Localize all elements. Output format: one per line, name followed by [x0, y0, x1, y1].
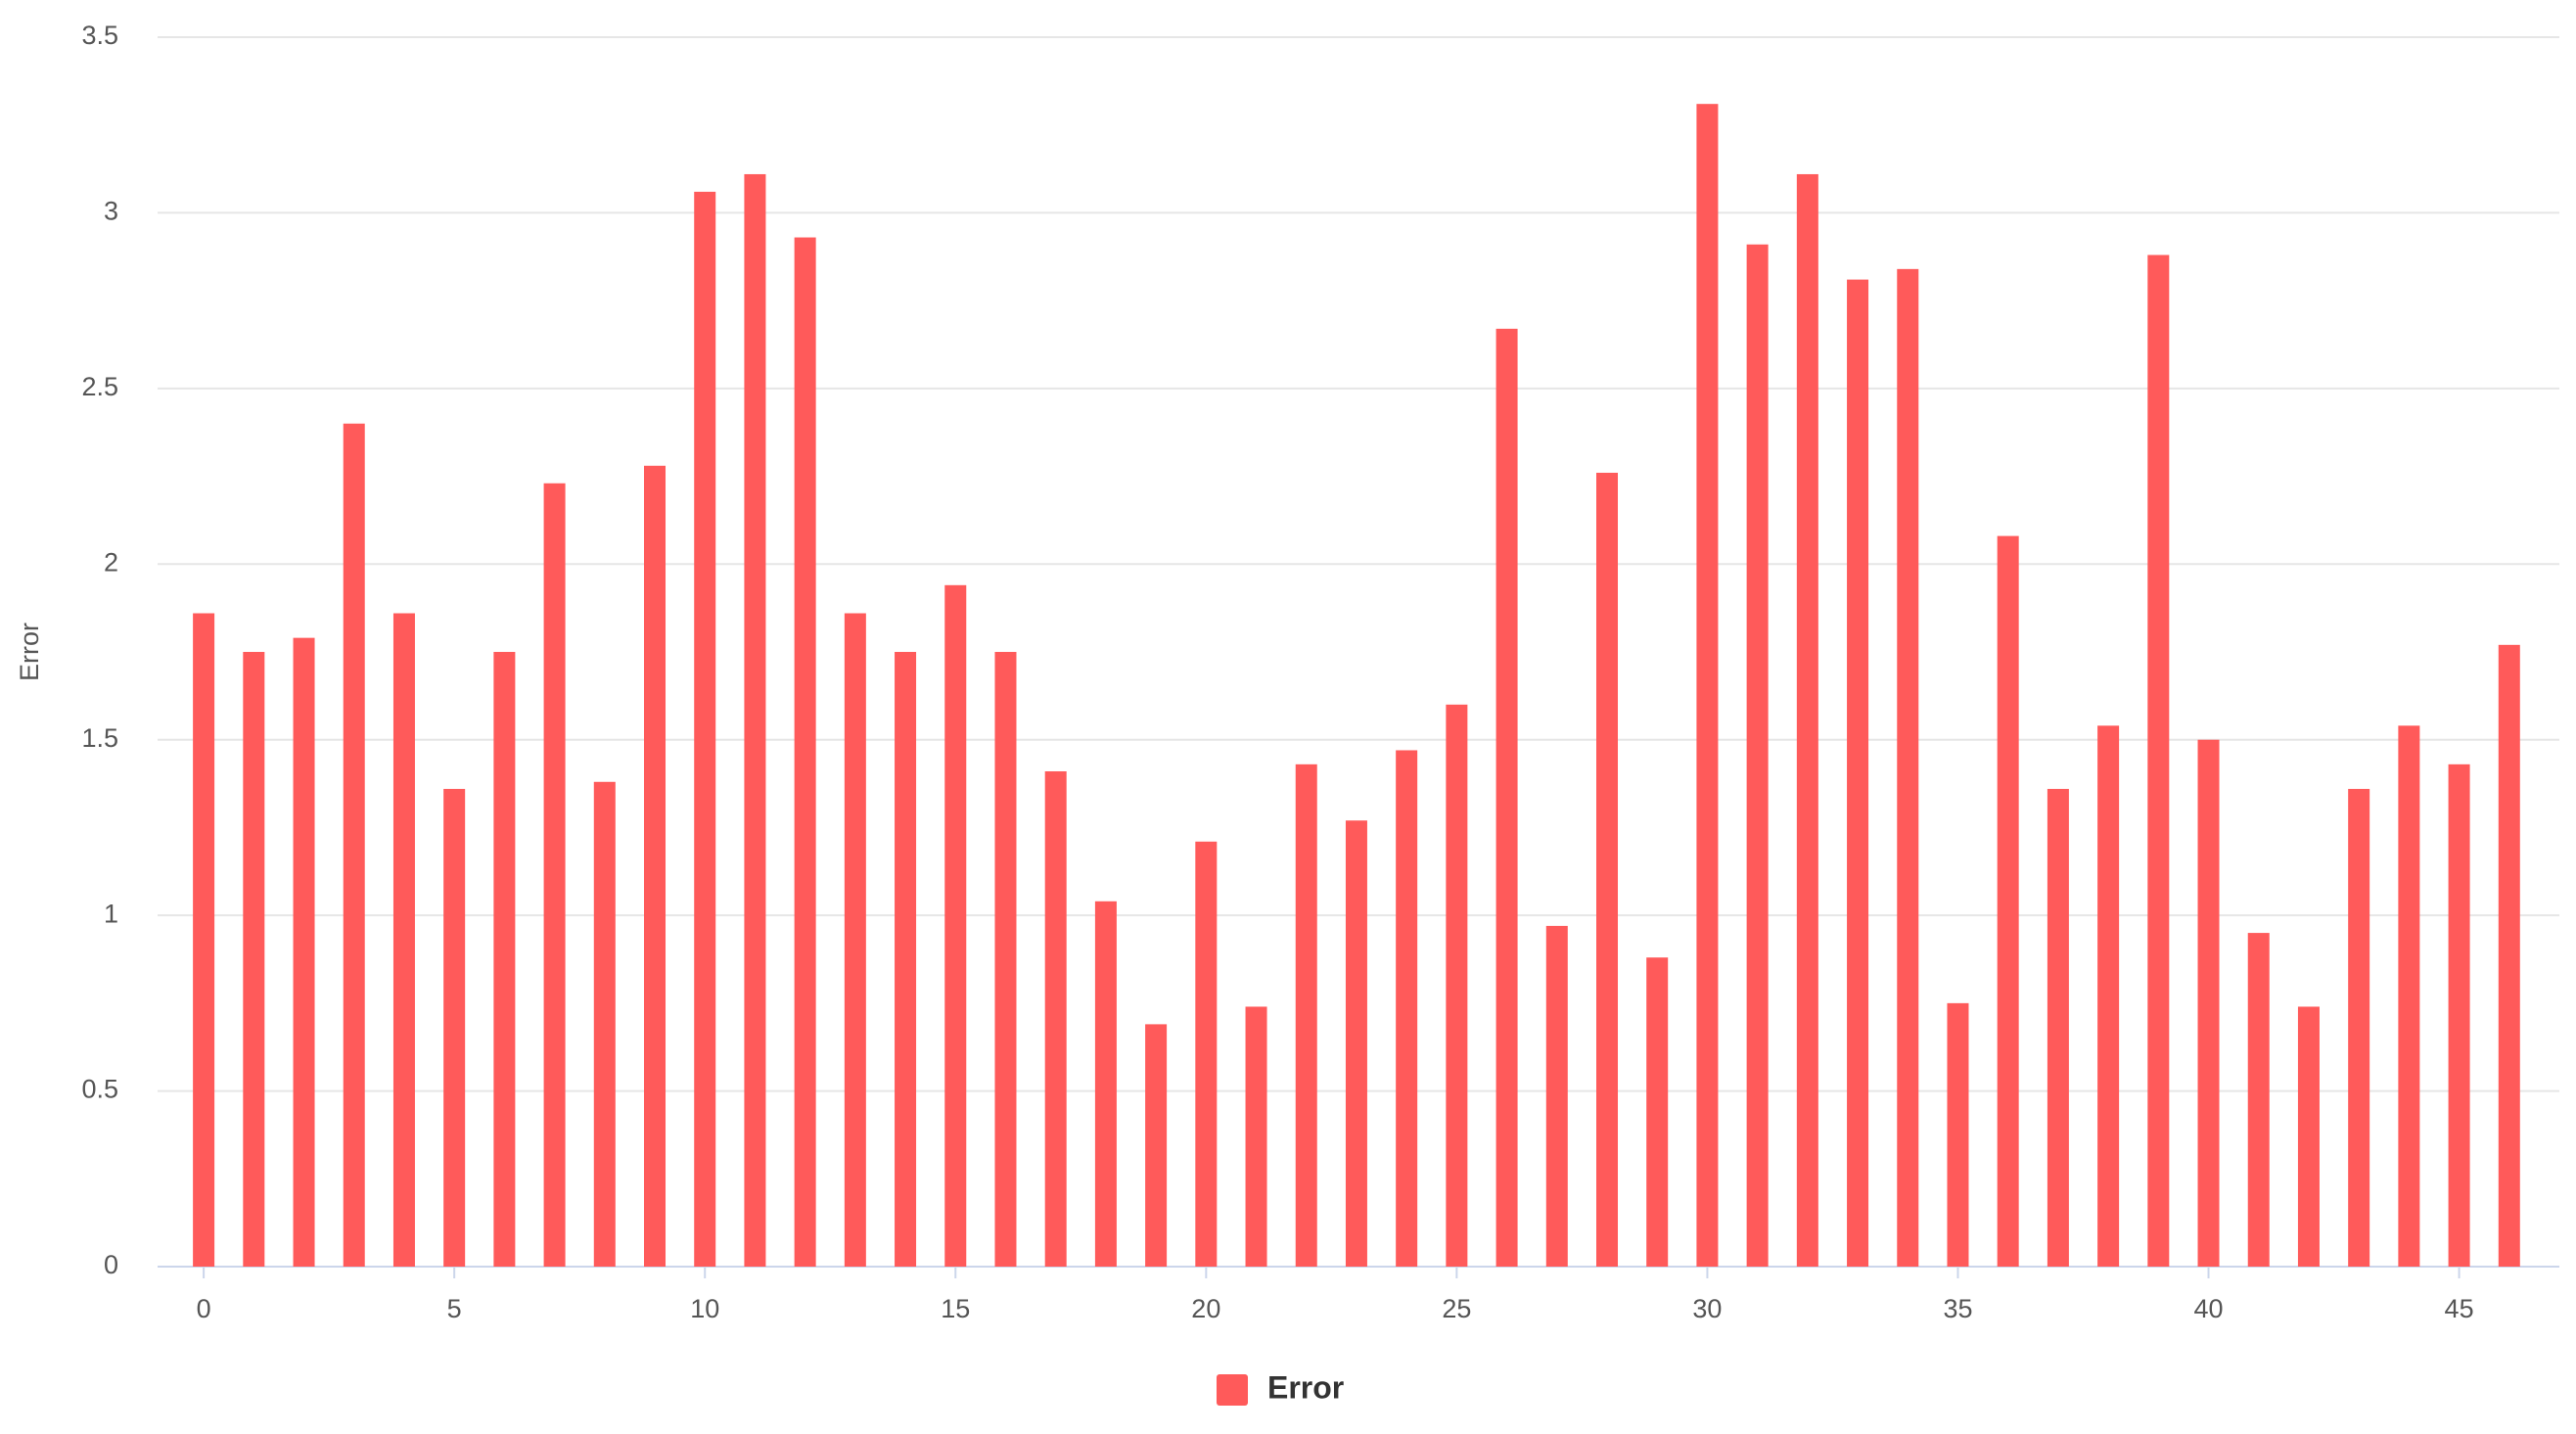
legend-swatch: [1217, 1374, 1248, 1406]
bar: [1746, 244, 1769, 1267]
bar: [1596, 472, 1619, 1267]
y-axis-label: Error: [15, 623, 44, 681]
x-tick-label: 30: [1692, 1294, 1722, 1323]
bar: [895, 652, 917, 1267]
legend-label: Error: [1267, 1369, 1344, 1405]
bar: [694, 191, 716, 1268]
bar: [1947, 1002, 1969, 1267]
bar: [1495, 328, 1518, 1267]
bar: [1897, 268, 1919, 1267]
bar: [2398, 725, 2420, 1267]
bar: [1295, 763, 1317, 1267]
y-tick-label: 0: [104, 1250, 118, 1279]
bar: [1997, 535, 2019, 1267]
y-tick-label: 3: [104, 197, 118, 226]
bar: [1796, 173, 1818, 1267]
bar: [944, 584, 967, 1267]
bar: [1396, 750, 1418, 1267]
x-tick-label: 0: [197, 1294, 211, 1323]
bar: [343, 423, 365, 1267]
bar: [1245, 1006, 1267, 1267]
bar: [1696, 104, 1719, 1267]
bar: [794, 237, 816, 1267]
bar: [243, 652, 265, 1267]
bar: [1145, 1024, 1168, 1267]
x-tick-label: 15: [941, 1294, 970, 1323]
x-tick-label: 45: [2445, 1294, 2474, 1323]
bar: [2097, 725, 2120, 1267]
bar: [2247, 933, 2270, 1267]
bar: [744, 173, 766, 1267]
bar: [443, 788, 466, 1267]
x-tick-label: 35: [1943, 1294, 1972, 1323]
bar: [1345, 820, 1367, 1267]
bar: [994, 652, 1017, 1267]
bar: [593, 781, 616, 1267]
bar: [293, 637, 315, 1267]
bar: [2297, 1006, 2320, 1267]
bar: [2147, 254, 2170, 1267]
y-tick-label: 1.5: [81, 723, 118, 753]
bar: [2047, 788, 2069, 1267]
bar: [1094, 901, 1117, 1267]
bar: [844, 613, 866, 1267]
bar: [392, 613, 415, 1267]
bar: [193, 613, 215, 1267]
x-tick-label: 10: [690, 1294, 719, 1323]
bar: [1646, 957, 1669, 1267]
bar: [1195, 841, 1218, 1267]
x-tick-label: 40: [2194, 1294, 2224, 1323]
y-tick-label: 3.5: [81, 21, 118, 50]
y-tick-label: 0.5: [81, 1075, 118, 1104]
y-tick-label: 2: [104, 547, 118, 577]
bar: [1847, 279, 1869, 1267]
y-tick-label: 1: [104, 899, 118, 928]
bar: [1446, 704, 1468, 1267]
bar: [2498, 644, 2520, 1267]
x-tick-label: 25: [1442, 1294, 1471, 1323]
x-tick-label: 20: [1191, 1294, 1220, 1323]
x-tick-label: 5: [447, 1294, 462, 1323]
bar: [1044, 771, 1067, 1267]
bar: [1545, 925, 1568, 1267]
bar: [543, 483, 566, 1268]
bar: [644, 465, 667, 1267]
bar: [493, 652, 516, 1267]
bar: [2448, 763, 2470, 1267]
bar: [2197, 739, 2220, 1267]
y-tick-label: 2.5: [81, 372, 118, 401]
bar: [2348, 788, 2370, 1267]
